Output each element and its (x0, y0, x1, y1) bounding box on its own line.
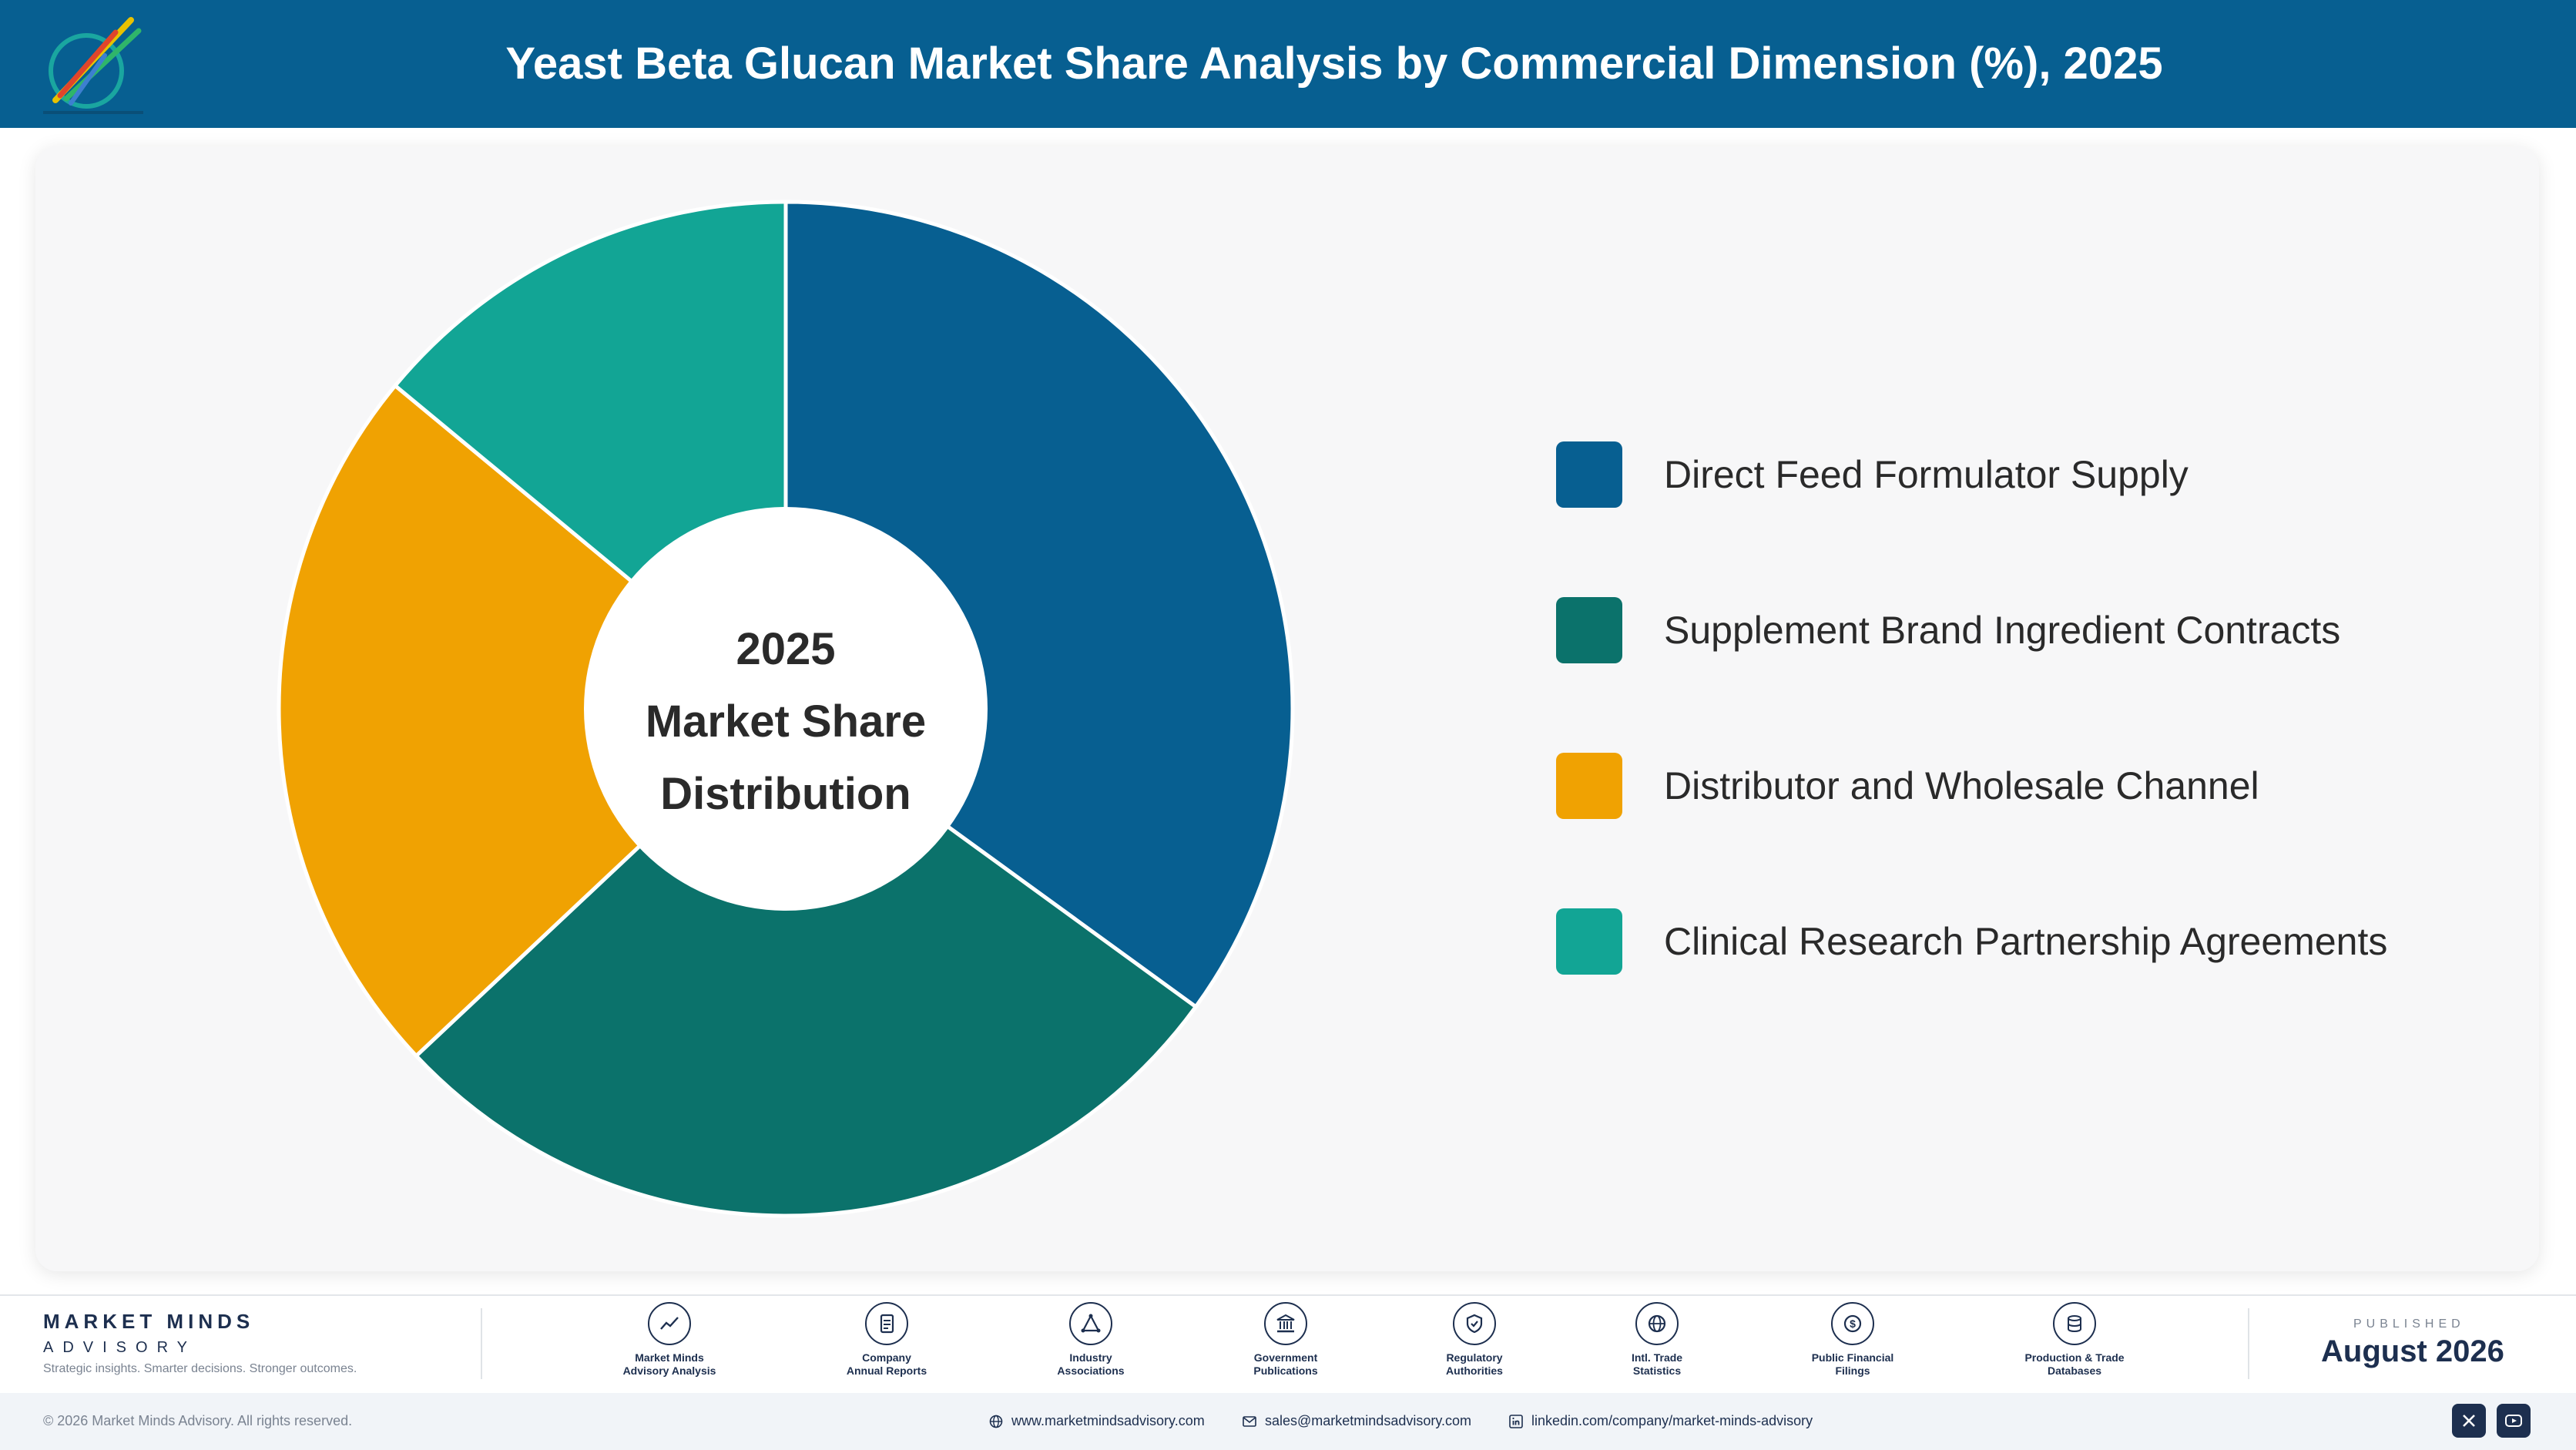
source-item: Company Annual Reports (802, 1302, 971, 1378)
source-label-line1: Government (1253, 1351, 1318, 1364)
source-label-line2: Statistics (1632, 1364, 1682, 1377)
source-label-line2: Publications (1253, 1364, 1318, 1377)
network-icon (1069, 1302, 1112, 1345)
document-icon (865, 1302, 908, 1345)
x-social-button[interactable] (2452, 1404, 2486, 1438)
center-label-line2: Market Share (646, 696, 926, 747)
email-text: sales@marketmindsadvisory.com (1265, 1413, 1472, 1428)
legend-swatch (1556, 441, 1622, 508)
source-item: Market Minds Advisory Analysis (585, 1302, 754, 1378)
header-bar: Yeast Beta Glucan Market Share Analysis … (0, 0, 2576, 128)
legend-swatch (1556, 753, 1622, 819)
source-label-line1: Market Minds (635, 1351, 704, 1364)
source-label-line1: Industry (1069, 1351, 1112, 1364)
youtube-social-button[interactable] (2497, 1404, 2531, 1438)
legend-item: Supplement Brand Ingredient Contracts (1556, 596, 2387, 664)
source-item: Regulatory Authorities (1390, 1302, 1559, 1378)
published-date: August 2026 (2321, 1334, 2504, 1368)
pie-slice-3 (277, 383, 789, 1059)
source-label-line2: Filings (1835, 1364, 1870, 1377)
shield-check-icon (1453, 1302, 1496, 1345)
source-item: Government Publications (1201, 1302, 1370, 1378)
source-label-line2: Advisory Analysis (622, 1364, 716, 1377)
source-label-line1: Regulatory (1446, 1351, 1503, 1364)
source-label-line1: Company (862, 1351, 911, 1364)
website-text: www.marketmindsadvisory.com (1011, 1413, 1205, 1428)
legend-label: Distributor and Wholesale Channel (1664, 764, 2259, 807)
source-label-line2: Annual Reports (846, 1364, 927, 1377)
trend-chart-icon (648, 1302, 691, 1345)
pie-slice-1 (783, 200, 1295, 1010)
source-label-line1: Public Financial (1811, 1351, 1894, 1364)
chart-legend: Direct Feed Formulator Supply Supplement… (1556, 441, 2387, 1063)
svg-text:$: $ (1850, 1317, 1856, 1330)
linkedin-link[interactable]: linkedin.com/company/market-minds-adviso… (1508, 1413, 1813, 1429)
footer-tagline: Strategic insights. Smarter decisions. S… (43, 1362, 357, 1375)
legend-item: Distributor and Wholesale Channel (1556, 752, 2387, 820)
legend-swatch (1556, 908, 1622, 975)
website-link[interactable]: www.marketmindsadvisory.com (988, 1413, 1205, 1429)
source-label-line2: Authorities (1446, 1364, 1503, 1377)
globe-icon (989, 1415, 1003, 1428)
youtube-icon (2505, 1415, 2522, 1427)
legend-label: Direct Feed Formulator Supply (1664, 453, 2189, 496)
linkedin-text: linkedin.com/company/market-minds-adviso… (1531, 1413, 1813, 1428)
center-label-year: 2025 (736, 624, 835, 674)
footer-brand-sub: ADVISORY (43, 1339, 196, 1356)
bottom-bar (0, 1393, 2576, 1450)
legend-label: Supplement Brand Ingredient Contracts (1664, 609, 2341, 652)
source-label-line1: Intl. Trade (1631, 1351, 1683, 1364)
email-link[interactable]: sales@marketmindsadvisory.com (1242, 1413, 1471, 1429)
legend-item: Direct Feed Formulator Supply (1556, 441, 2387, 509)
donut-hole (584, 507, 988, 911)
copyright-text: © 2026 Market Minds Advisory. All rights… (43, 1413, 353, 1428)
legend-item: Clinical Research Partnership Agreements (1556, 908, 2387, 975)
source-item: Industry Associations (1006, 1302, 1176, 1378)
company-logo (43, 17, 143, 114)
footer-brand-name: MARKET MINDS (43, 1310, 255, 1333)
legend-swatch (1556, 597, 1622, 663)
published-label: PUBLISHED (2353, 1317, 2465, 1331)
footer-divider (2248, 1308, 2249, 1379)
source-item: Production & Trade Databases (1990, 1302, 2159, 1378)
x-logo-icon (2463, 1415, 2475, 1427)
government-building-icon (1264, 1302, 1307, 1345)
source-label-line2: Associations (1057, 1364, 1125, 1377)
database-icon (2053, 1302, 2096, 1345)
source-item: $ Public Financial Filings (1768, 1302, 1937, 1378)
source-label-line2: Databases (2047, 1364, 2102, 1377)
dollar-coin-icon: $ (1831, 1302, 1874, 1345)
data-sources: Market Minds Advisory Analysis Company Ann… (0, 1302, 2576, 1387)
envelope-icon (1243, 1415, 1256, 1427)
center-label-line3: Distribution (660, 769, 911, 819)
linkedin-icon (1509, 1414, 1523, 1428)
pie-slice-2 (413, 706, 1199, 1218)
globe-icon (1635, 1302, 1679, 1345)
source-item: Intl. Trade Statistics (1572, 1302, 1742, 1378)
page-title: Yeast Beta Glucan Market Share Analysis … (505, 39, 2163, 89)
source-label-line1: Production & Trade (2024, 1351, 2125, 1364)
legend-label: Clinical Research Partnership Agreements (1664, 920, 2388, 963)
footer-divider (481, 1308, 482, 1379)
